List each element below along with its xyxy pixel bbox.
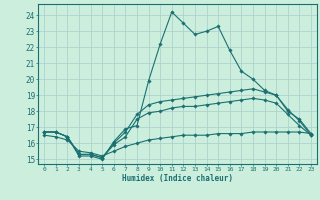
X-axis label: Humidex (Indice chaleur): Humidex (Indice chaleur) bbox=[122, 174, 233, 183]
